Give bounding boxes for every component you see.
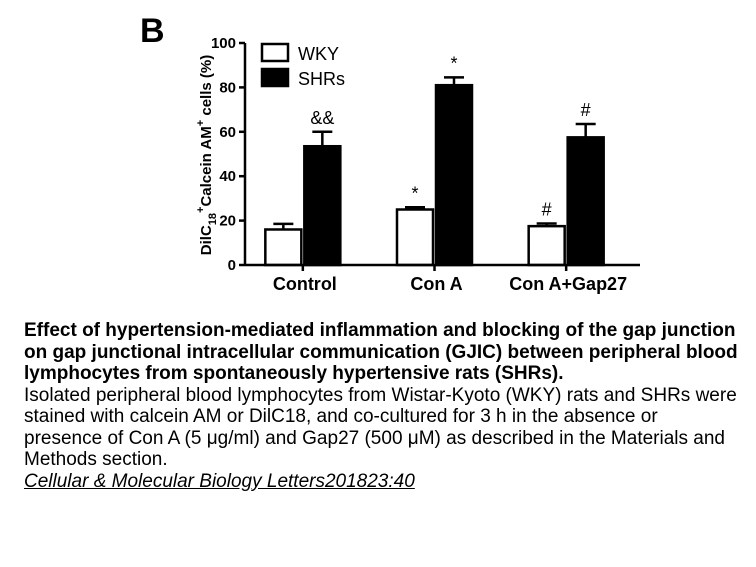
y-axis-label: DilC18+Calcein AM+ cells (%) [195,55,219,255]
x-tick-label: Con A+Gap27 [509,274,627,294]
significance-marker: * [411,183,418,203]
y-axis-label-prefix: DilC [198,225,215,255]
significance-marker: # [542,199,552,219]
figure-caption: Effect of hypertension-mediated inflamma… [24,320,740,492]
y-axis: 0 20 40 60 80 100 [211,35,247,274]
y-axis-label-subscript: 18 [207,213,219,225]
legend-swatch-shrs [260,67,290,88]
bar-shrs [303,144,342,267]
legend-label-wky: WKY [298,44,339,64]
y-axis-label-middle: Calcein AM [198,126,215,206]
bar-chart: B DilC18+Calcein AM+ cells (%) 020406080… [140,12,640,294]
citation-link[interactable]: Cellular & Molecular Biology Letters2018… [24,470,415,492]
y-axis-label-superscript-2: + [195,120,207,126]
y-axis-label-suffix: cells (%) [198,55,215,120]
caption-body: Isolated peripheral blood lymphocytes fr… [24,384,737,471]
y-tick-label: 60 [219,124,236,141]
bar-wky [527,224,566,267]
significance-marker: # [581,100,591,120]
legend-swatch-wky [260,42,290,63]
bar-shrs [566,136,605,267]
bar-wky [395,208,435,267]
x-axis: Control Con A Con A+Gap27 [245,263,640,294]
bar-shrs [434,83,474,267]
x-tick-label: Control [273,274,337,294]
bar-wky [264,228,303,267]
legend-label-shrs: SHRs [298,69,345,89]
y-tick-label: 0 [228,257,236,274]
significance-marker: * [450,53,457,73]
x-tick-label: Con A [410,274,462,294]
panel-label: B [140,12,165,50]
y-axis-label-superscript-1: + [195,207,207,213]
caption-title: Effect of hypertension-mediated inflamma… [24,320,738,384]
bars: * # && * # [264,53,605,267]
y-tick-label: 80 [219,79,236,96]
y-tick-label: 20 [219,213,236,230]
legend: WKY SHRs [260,42,345,89]
significance-marker: && [310,108,334,128]
y-tick-label: 100 [211,35,236,52]
y-tick-label: 40 [219,168,236,185]
